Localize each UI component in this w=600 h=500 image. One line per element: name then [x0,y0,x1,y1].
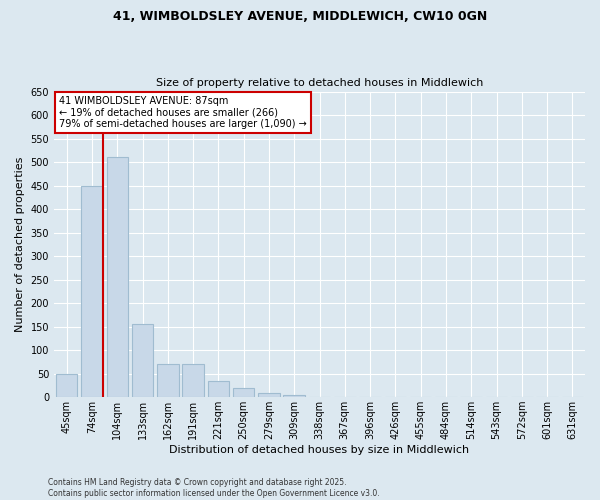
Bar [157,364,179,397]
Bar [107,158,128,397]
Bar [233,388,254,397]
Text: Contains HM Land Registry data © Crown copyright and database right 2025.
Contai: Contains HM Land Registry data © Crown c… [48,478,380,498]
Bar [283,395,305,397]
Y-axis label: Number of detached properties: Number of detached properties [15,156,25,332]
Bar [258,394,280,397]
Title: Size of property relative to detached houses in Middlewich: Size of property relative to detached ho… [156,78,483,88]
Bar [56,374,77,397]
Bar [132,324,153,397]
Text: 41, WIMBOLDSLEY AVENUE, MIDDLEWICH, CW10 0GN: 41, WIMBOLDSLEY AVENUE, MIDDLEWICH, CW10… [113,10,487,23]
X-axis label: Distribution of detached houses by size in Middlewich: Distribution of detached houses by size … [169,445,470,455]
Bar [81,186,103,397]
Bar [208,380,229,397]
Text: 41 WIMBOLDSLEY AVENUE: 87sqm
← 19% of detached houses are smaller (266)
79% of s: 41 WIMBOLDSLEY AVENUE: 87sqm ← 19% of de… [59,96,307,130]
Bar [182,364,204,397]
